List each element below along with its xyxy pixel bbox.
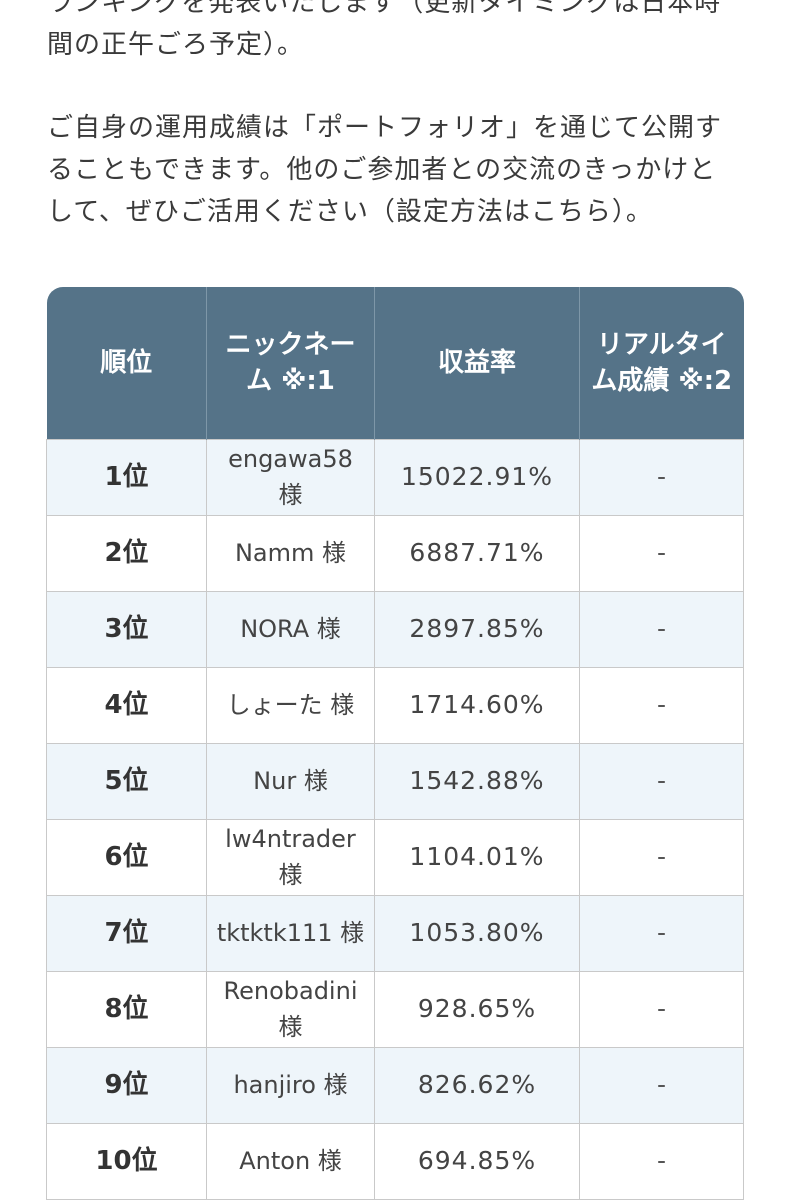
realtime-cell: - <box>579 438 744 516</box>
realtime-cell: - <box>579 970 744 1048</box>
intro-line: 間の正午ごろ予定）。 <box>47 30 305 60</box>
realtime-cell: - <box>579 1122 744 1200</box>
ranking-table: 順位 ニックネーム ※:1 収益率 リアルタイム成績 ※:2 1位 engawa… <box>46 287 744 1200</box>
ranking-table-body: 1位 engawa58 様 15022.91% - 2位 Namm 様 6887… <box>46 438 744 1200</box>
return-rate-cell: 1053.80% <box>374 894 580 972</box>
nickname-cell: NORA 様 <box>206 590 375 668</box>
nickname-cell: Renobadini 様 <box>206 970 375 1048</box>
return-rate-cell: 1714.60% <box>374 666 580 744</box>
table-row: 6位 lw4ntrader 様 1104.01% - <box>46 818 744 896</box>
table-row: 5位 Nur 様 1542.88% - <box>46 742 744 820</box>
nickname-cell: engawa58 様 <box>206 438 375 516</box>
rank-cell: 5位 <box>46 742 207 820</box>
return-rate-cell: 1542.88% <box>374 742 580 820</box>
rank-cell: 3位 <box>46 590 207 668</box>
nickname-cell: Namm 様 <box>206 514 375 592</box>
header-rank: 順位 <box>46 287 207 439</box>
table-row: 7位 tktktk111 様 1053.80% - <box>46 894 744 972</box>
rank-cell: 9位 <box>46 1046 207 1124</box>
rank-cell: 6位 <box>46 818 207 896</box>
nickname-cell: tktktk111 様 <box>206 894 375 972</box>
table-row: 3位 NORA 様 2897.85% - <box>46 590 744 668</box>
header-return-rate: 収益率 <box>374 287 580 439</box>
return-rate-cell: 928.65% <box>374 970 580 1048</box>
intro-line: ることもできます。他のご参加者との交流のきっかけと <box>47 155 717 185</box>
rank-cell: 8位 <box>46 970 207 1048</box>
return-rate-cell: 6887.71% <box>374 514 580 592</box>
nickname-cell: hanjiro 様 <box>206 1046 375 1124</box>
table-row: 1位 engawa58 様 15022.91% - <box>46 438 744 516</box>
return-rate-cell: 1104.01% <box>374 818 580 896</box>
ranking-table-header: 順位 ニックネーム ※:1 収益率 リアルタイム成績 ※:2 <box>46 287 744 439</box>
table-row: 4位 しょーた 様 1714.60% - <box>46 666 744 744</box>
table-row: 9位 hanjiro 様 826.62% - <box>46 1046 744 1124</box>
rank-cell: 4位 <box>46 666 207 744</box>
intro-line: して、ぜひご活用ください（設定方法はこちら）。 <box>47 197 653 227</box>
rank-cell: 1位 <box>46 438 207 516</box>
intro-paragraph-announcement: ランキングを発表いたします（更新タイミングは日本時 間の正午ごろ予定）。 <box>47 0 747 66</box>
realtime-cell: - <box>579 894 744 972</box>
nickname-cell: Anton 様 <box>206 1122 375 1200</box>
header-row: 順位 ニックネーム ※:1 収益率 リアルタイム成績 ※:2 <box>46 287 744 439</box>
return-rate-cell: 15022.91% <box>374 438 580 516</box>
table-row: 8位 Renobadini 様 928.65% - <box>46 970 744 1048</box>
nickname-cell: Nur 様 <box>206 742 375 820</box>
rank-cell: 7位 <box>46 894 207 972</box>
realtime-cell: - <box>579 742 744 820</box>
realtime-cell: - <box>579 1046 744 1124</box>
intro-paragraph-portfolio: ご自身の運用成績は「ポートフォリオ」を通じて公開す ることもできます。他のご参加… <box>47 107 747 233</box>
return-rate-cell: 694.85% <box>374 1122 580 1200</box>
return-rate-cell: 826.62% <box>374 1046 580 1124</box>
realtime-cell: - <box>579 514 744 592</box>
rank-cell: 2位 <box>46 514 207 592</box>
table-row: 2位 Namm 様 6887.71% - <box>46 514 744 592</box>
realtime-cell: - <box>579 818 744 896</box>
table-row: 10位 Anton 様 694.85% - <box>46 1122 744 1200</box>
nickname-cell: lw4ntrader 様 <box>206 818 375 896</box>
realtime-cell: - <box>579 666 744 744</box>
realtime-cell: - <box>579 590 744 668</box>
header-realtime: リアルタイム成績 ※:2 <box>579 287 744 439</box>
intro-text: ランキングを発表いたします（更新タイミングは日本時 間の正午ごろ予定）。 ご自身… <box>47 0 747 233</box>
nickname-cell: しょーた 様 <box>206 666 375 744</box>
rank-cell: 10位 <box>46 1122 207 1200</box>
intro-line: ランキングを発表いたします（更新タイミングは日本時 <box>47 0 722 18</box>
header-nickname: ニックネーム ※:1 <box>206 287 375 439</box>
return-rate-cell: 2897.85% <box>374 590 580 668</box>
intro-line: ご自身の運用成績は「ポートフォリオ」を通じて公開す <box>47 113 723 143</box>
